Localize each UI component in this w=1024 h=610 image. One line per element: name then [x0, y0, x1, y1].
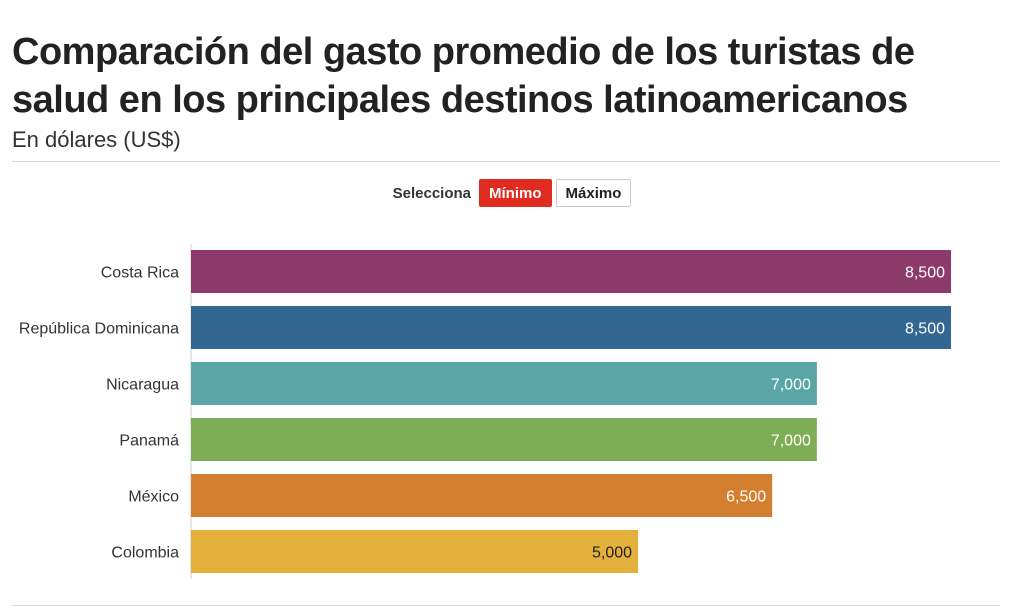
- min-button[interactable]: Mínimo: [479, 179, 552, 207]
- series-selector: Selecciona Mínimo Máximo: [0, 179, 1024, 207]
- value-label-mexico: 6,500: [726, 489, 766, 506]
- value-label-nicaragua: 7,000: [771, 377, 811, 394]
- selector-label: Selecciona: [392, 184, 472, 202]
- category-label-costa-rica: Costa Rica: [101, 265, 179, 282]
- bar-mexico[interactable]: [191, 474, 773, 517]
- value-label-colombia: 5,000: [592, 545, 632, 562]
- category-label-mexico: México: [128, 489, 179, 506]
- category-label-republica-dominicana: República Dominicana: [19, 321, 179, 338]
- bar-panama[interactable]: [191, 418, 817, 461]
- bar-costa-rica[interactable]: [191, 250, 951, 293]
- value-label-republica-dominicana: 8,500: [905, 321, 945, 338]
- chart-title: Comparación del gasto promedio de los tu…: [12, 31, 915, 121]
- max-button[interactable]: Máximo: [555, 179, 632, 207]
- value-label-panama: 7,000: [771, 433, 811, 450]
- category-label-colombia: Colombia: [111, 545, 179, 562]
- footer-divider: [12, 605, 1000, 606]
- category-label-panama: Panamá: [119, 433, 179, 450]
- chart-subtitle: En dólares (US$): [12, 127, 181, 152]
- bar-republica-dominicana[interactable]: [191, 306, 951, 349]
- bar-nicaragua[interactable]: [191, 362, 817, 405]
- header-divider: [12, 161, 1000, 162]
- category-label-nicaragua: Nicaragua: [106, 377, 179, 394]
- bar-colombia[interactable]: [191, 530, 639, 573]
- value-label-costa-rica: 8,500: [905, 265, 945, 282]
